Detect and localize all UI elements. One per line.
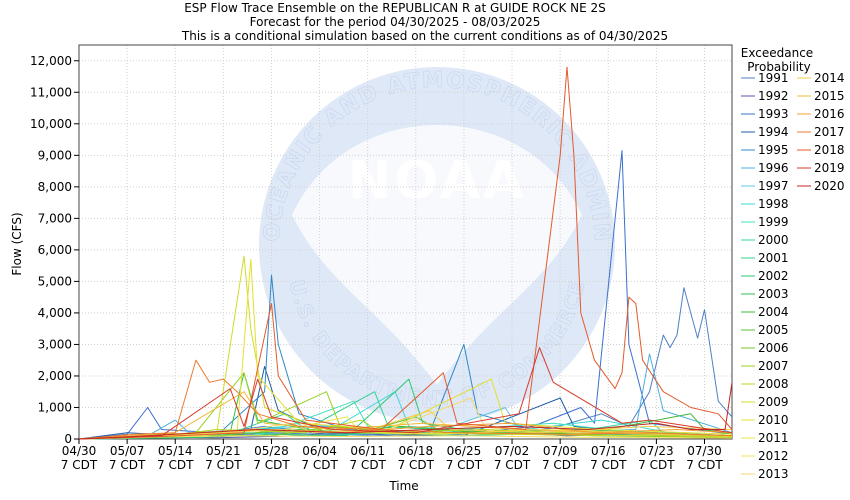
y-tick-label: 0 [64, 432, 72, 446]
legend-item-2014: 2014 [814, 71, 845, 85]
legend-item-2015: 2015 [814, 89, 845, 103]
x-tick-label: 7 CDT [638, 458, 675, 472]
series-lines [78, 66, 733, 440]
legend-item-1994: 1994 [758, 125, 789, 139]
legend-title-line1: Exceedance [741, 46, 813, 60]
chart-subtitle-condition: This is a conditional simulation based o… [181, 29, 668, 43]
x-tick-label: 07/23 [639, 444, 674, 458]
x-tick-label: 06/18 [399, 444, 434, 458]
y-tick-label: 8,000 [38, 180, 72, 194]
legend-item-2006: 2006 [758, 341, 789, 355]
watermark-logo-text: NOAA [348, 151, 527, 211]
legend-item-2013: 2013 [758, 467, 789, 481]
legend-item-1991: 1991 [758, 71, 789, 85]
legend-item-1992: 1992 [758, 89, 789, 103]
y-tick-label: 11,000 [30, 85, 72, 99]
y-tick-label: 12,000 [30, 54, 72, 68]
noaa-logo-watermark: NOAANATIONAL OCEANIC AND ATMOSPHERIC ADM… [0, 0, 615, 423]
legend-item-2010: 2010 [758, 413, 789, 427]
x-tick-label: 07/09 [543, 444, 578, 458]
legend-item-1997: 1997 [758, 179, 789, 193]
legend-item-1995: 1995 [758, 143, 789, 157]
x-tick-label: 06/04 [302, 444, 337, 458]
series-line-2018 [78, 66, 733, 440]
chart-title: ESP Flow Trace Ensemble on the REPUBLICA… [184, 1, 606, 15]
legend-item-2016: 2016 [814, 107, 845, 121]
legend-item-1993: 1993 [758, 107, 789, 121]
x-tick-label: 7 CDT [253, 458, 290, 472]
legend-item-2011: 2011 [758, 431, 789, 445]
x-tick-label: 7 CDT [398, 458, 435, 472]
x-tick-label: 7 CDT [205, 458, 242, 472]
legend-item-1999: 1999 [758, 215, 789, 229]
legend-item-2019: 2019 [814, 161, 845, 175]
y-tick-label: 4,000 [38, 306, 72, 320]
legend-item-1998: 1998 [758, 197, 789, 211]
y-tick-label: 10,000 [30, 117, 72, 131]
x-tick-label: 7 CDT [686, 458, 723, 472]
y-axis: 0 1,000 2,000 3,000 4,000 5,000 6,000 7,000 8,00… [30, 54, 79, 446]
y-tick-label: 2,000 [38, 369, 72, 383]
x-tick-label: 06/11 [350, 444, 385, 458]
series-line-2019 [78, 347, 733, 440]
y-tick-label: 3,000 [38, 337, 72, 351]
y-axis-label: Flow (CFS) [10, 212, 24, 275]
legend-item-2017: 2017 [814, 125, 845, 139]
y-tick-label: 7,000 [38, 211, 72, 225]
x-tick-label: 7 CDT [61, 458, 98, 472]
legend-item-2007: 2007 [758, 359, 789, 373]
x-tick-label: 7 CDT [157, 458, 194, 472]
y-tick-label: 1,000 [38, 400, 72, 414]
chart-subtitle-period: Forecast for the period 04/30/2025 - 08/… [250, 15, 541, 29]
plot-border [78, 44, 733, 440]
legend-item-2004: 2004 [758, 305, 789, 319]
plot-frame [78, 44, 733, 440]
x-tick-label: 7 CDT [446, 458, 483, 472]
legend-item-2001: 2001 [758, 251, 789, 265]
legend: Exceedance Probability 1991 1992 1993 1994 1… [741, 46, 845, 481]
legend-item-2008: 2008 [758, 377, 789, 391]
x-tick-label: 05/28 [254, 444, 289, 458]
legend-item-2000: 2000 [758, 233, 789, 247]
x-tick-label: 07/16 [591, 444, 626, 458]
y-tick-label: 5,000 [38, 274, 72, 288]
legend-item-2003: 2003 [758, 287, 789, 301]
x-tick-label: 05/14 [158, 444, 193, 458]
x-tick-label: 7 CDT [109, 458, 146, 472]
legend-item-2012: 2012 [758, 449, 789, 463]
watermark-gull [292, 125, 582, 385]
x-tick-label: 07/02 [495, 444, 530, 458]
x-tick-label: 7 CDT [301, 458, 338, 472]
x-tick-label: 06/25 [447, 444, 482, 458]
x-tick-label: 05/07 [110, 444, 145, 458]
x-axis-label: Time [388, 479, 418, 493]
legend-title-line2: Probability [747, 60, 810, 74]
x-tick-label: 7 CDT [349, 458, 386, 472]
x-tick-label: 05/21 [206, 444, 241, 458]
series-line-2017 [78, 359, 733, 440]
legend-item-2020: 2020 [814, 179, 845, 193]
y-tick-label: 6,000 [38, 243, 72, 257]
x-tick-label: 7 CDT [542, 458, 579, 472]
legend-item-2005: 2005 [758, 323, 789, 337]
y-tick-label: 9,000 [38, 148, 72, 162]
series-line-1991 [78, 287, 733, 440]
series-line-2020 [78, 382, 733, 440]
x-tick-label: 7 CDT [590, 458, 627, 472]
legend-item-2009: 2009 [758, 395, 789, 409]
x-tick-label: 04/30 [62, 444, 97, 458]
series-line-2009 [78, 255, 733, 440]
x-tick-label: 7 CDT [494, 458, 531, 472]
legend-item-2002: 2002 [758, 269, 789, 283]
legend-item-1996: 1996 [758, 161, 789, 175]
x-tick-label: 07/30 [687, 444, 722, 458]
legend-item-2018: 2018 [814, 143, 845, 157]
